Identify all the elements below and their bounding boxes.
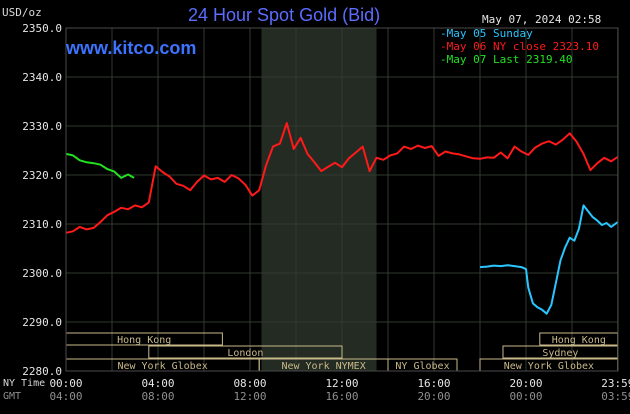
session-label: London bbox=[227, 348, 263, 359]
y-tick-label: 2350.0 bbox=[22, 22, 62, 35]
y-tick-label: 2330.0 bbox=[22, 120, 62, 133]
y-tick-label: 2310.0 bbox=[22, 218, 62, 231]
x-tick-label-gmt: 03:59 bbox=[601, 390, 630, 403]
kitco-watermark: www.kitco.com bbox=[66, 38, 197, 58]
x-tick-label-gmt: 16:00 bbox=[325, 390, 358, 403]
session-label: NY Globex bbox=[395, 361, 449, 372]
x-tick-label-gmt: 04:00 bbox=[49, 390, 82, 403]
session-box bbox=[148, 345, 343, 359]
session-label: New York NYMEX bbox=[281, 361, 365, 372]
nymex-session-band bbox=[261, 28, 377, 371]
legend-label: May 05 Sunday bbox=[446, 27, 533, 40]
legend-label: May 07 Last 2319.40 bbox=[446, 53, 573, 66]
x-tick-label-gmt: 00:00 bbox=[509, 390, 542, 403]
series-line bbox=[65, 122, 619, 234]
y-tick-label: 2290.0 bbox=[22, 316, 62, 329]
legend-item-sunday: -May 05 Sunday bbox=[440, 27, 533, 40]
y-axis-unit-label: USD/oz bbox=[2, 6, 42, 19]
x-tick-label-ny: 20:00 bbox=[509, 377, 542, 390]
session-label: New York Globex bbox=[117, 361, 207, 372]
plot-border bbox=[65, 27, 619, 372]
x-tick-label-ny: 23:59 bbox=[601, 377, 630, 390]
y-tick-label: 2320.0 bbox=[22, 169, 62, 182]
x-tick-label-gmt: 12:00 bbox=[233, 390, 266, 403]
session-label: Hong Kong bbox=[552, 335, 606, 346]
session-label: Hong Kong bbox=[117, 335, 171, 346]
series-line bbox=[65, 152, 135, 179]
session-label: New York Globex bbox=[504, 361, 594, 372]
x-tick-label-ny: 12:00 bbox=[325, 377, 358, 390]
legend-item-ny-close: -May 06 NY close 2323.10 bbox=[440, 40, 599, 53]
x-tick-label-ny: 08:00 bbox=[233, 377, 266, 390]
legend-item-last: -May 07 Last 2319.40 bbox=[440, 53, 573, 66]
x-tick-label-ny: 00:00 bbox=[49, 377, 82, 390]
session-label: Sydney bbox=[542, 348, 578, 359]
gmt-label: GMT bbox=[3, 391, 22, 402]
ny-time-label: NY Time bbox=[3, 378, 46, 389]
timestamp: May 07, 2024 02:58 bbox=[482, 13, 602, 26]
series-line bbox=[479, 204, 619, 315]
chart-title: 24 Hour Spot Gold (Bid) bbox=[188, 5, 381, 25]
x-tick-label-gmt: 08:00 bbox=[141, 390, 174, 403]
legend: -May 05 Sunday -May 06 NY close 2323.10 … bbox=[440, 27, 599, 66]
x-tick-label-ny: 16:00 bbox=[417, 377, 450, 390]
x-tick-label-ny: 04:00 bbox=[141, 377, 174, 390]
y-tick-label: 2300.0 bbox=[22, 267, 62, 280]
y-tick-label: 2340.0 bbox=[22, 71, 62, 84]
legend-label: May 06 NY close 2323.10 bbox=[446, 40, 599, 53]
y-tick-label: 2280.0 bbox=[22, 365, 62, 378]
x-tick-label-gmt: 20:00 bbox=[417, 390, 450, 403]
